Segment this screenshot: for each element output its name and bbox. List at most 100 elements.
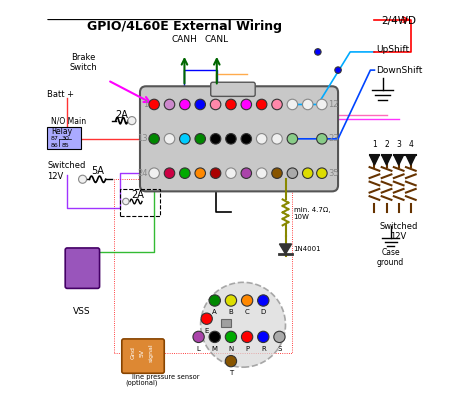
Circle shape — [209, 295, 220, 306]
Text: 13: 13 — [137, 134, 148, 143]
Text: 3: 3 — [396, 140, 401, 149]
Text: 1: 1 — [372, 140, 377, 149]
Text: R: R — [261, 346, 265, 352]
Circle shape — [201, 282, 285, 367]
Circle shape — [225, 355, 237, 367]
Text: 12: 12 — [328, 100, 338, 109]
Circle shape — [209, 331, 220, 343]
Circle shape — [272, 133, 283, 144]
Circle shape — [256, 99, 267, 110]
Circle shape — [287, 133, 298, 144]
Circle shape — [195, 99, 205, 110]
Circle shape — [317, 133, 327, 144]
Text: min. 4.7Ω,
10W: min. 4.7Ω, 10W — [293, 207, 330, 220]
Circle shape — [317, 99, 327, 110]
Polygon shape — [382, 155, 392, 165]
Circle shape — [302, 99, 313, 110]
Circle shape — [164, 99, 175, 110]
Text: 1N4001: 1N4001 — [293, 246, 321, 252]
Circle shape — [315, 49, 321, 55]
Circle shape — [164, 133, 175, 144]
Circle shape — [164, 168, 175, 178]
Circle shape — [195, 133, 205, 144]
Circle shape — [287, 99, 298, 110]
Text: CANL: CANL — [205, 35, 229, 44]
Circle shape — [210, 133, 221, 144]
Text: 87: 87 — [50, 136, 58, 141]
Text: A: A — [212, 309, 217, 315]
Text: N/O Main
Relay: N/O Main Relay — [51, 117, 86, 136]
Circle shape — [256, 168, 267, 178]
Circle shape — [180, 99, 190, 110]
Text: D: D — [261, 309, 266, 315]
Circle shape — [272, 99, 283, 110]
Circle shape — [241, 331, 253, 343]
FancyBboxPatch shape — [122, 339, 164, 373]
Circle shape — [241, 295, 253, 306]
Text: 4: 4 — [409, 140, 413, 149]
FancyBboxPatch shape — [65, 248, 100, 289]
Text: P: P — [245, 346, 249, 352]
Circle shape — [149, 168, 159, 178]
Text: S: S — [277, 346, 282, 352]
Text: 85: 85 — [61, 143, 69, 148]
Text: Case
ground: Case ground — [377, 248, 404, 267]
Text: (optional): (optional) — [126, 379, 158, 386]
Text: VSS: VSS — [73, 306, 91, 315]
Circle shape — [226, 99, 236, 110]
Circle shape — [256, 133, 267, 144]
Text: 30: 30 — [61, 136, 69, 141]
Circle shape — [257, 295, 269, 306]
Circle shape — [180, 168, 190, 178]
Polygon shape — [406, 155, 416, 165]
Circle shape — [180, 133, 190, 144]
Text: M: M — [212, 346, 218, 352]
Bar — [221, 319, 231, 327]
Text: 1: 1 — [143, 100, 148, 109]
Text: Switched
12V: Switched 12V — [380, 222, 418, 241]
Text: Brake
Switch: Brake Switch — [70, 53, 97, 72]
Circle shape — [79, 175, 87, 183]
Text: 5V: 5V — [139, 349, 145, 357]
Text: T: T — [229, 370, 233, 376]
Text: Gnd: Gnd — [130, 347, 135, 359]
Circle shape — [226, 168, 236, 178]
Text: B: B — [228, 309, 233, 315]
Circle shape — [149, 133, 159, 144]
Text: GPIO/4L60E External Wiring: GPIO/4L60E External Wiring — [87, 20, 283, 33]
FancyBboxPatch shape — [211, 82, 255, 96]
Text: E: E — [204, 328, 209, 334]
Circle shape — [201, 313, 212, 324]
Text: 86: 86 — [50, 143, 58, 148]
Text: 2/4WD: 2/4WD — [381, 15, 416, 26]
Circle shape — [241, 99, 252, 110]
Text: 2A: 2A — [131, 190, 145, 200]
Bar — [114, 179, 292, 353]
Circle shape — [210, 168, 221, 178]
Circle shape — [317, 168, 327, 178]
Text: 5A: 5A — [91, 166, 104, 176]
Polygon shape — [394, 155, 403, 165]
Circle shape — [241, 168, 252, 178]
Circle shape — [257, 331, 269, 343]
Circle shape — [193, 331, 204, 343]
Text: L: L — [197, 346, 201, 352]
Circle shape — [123, 198, 129, 205]
Text: 23: 23 — [328, 134, 338, 143]
Circle shape — [128, 116, 136, 125]
Circle shape — [272, 168, 283, 178]
Polygon shape — [370, 155, 379, 165]
Circle shape — [149, 99, 159, 110]
Text: line pressure sensor: line pressure sensor — [132, 374, 200, 380]
Circle shape — [195, 168, 205, 178]
Text: 2: 2 — [384, 140, 389, 149]
Text: signal: signal — [149, 344, 154, 362]
Text: N: N — [228, 346, 234, 352]
Text: 24: 24 — [137, 168, 148, 178]
Polygon shape — [280, 244, 292, 254]
Circle shape — [225, 331, 237, 343]
Circle shape — [225, 295, 237, 306]
Text: 2A: 2A — [115, 109, 128, 120]
Text: UpShift: UpShift — [376, 46, 410, 55]
FancyBboxPatch shape — [140, 86, 338, 191]
